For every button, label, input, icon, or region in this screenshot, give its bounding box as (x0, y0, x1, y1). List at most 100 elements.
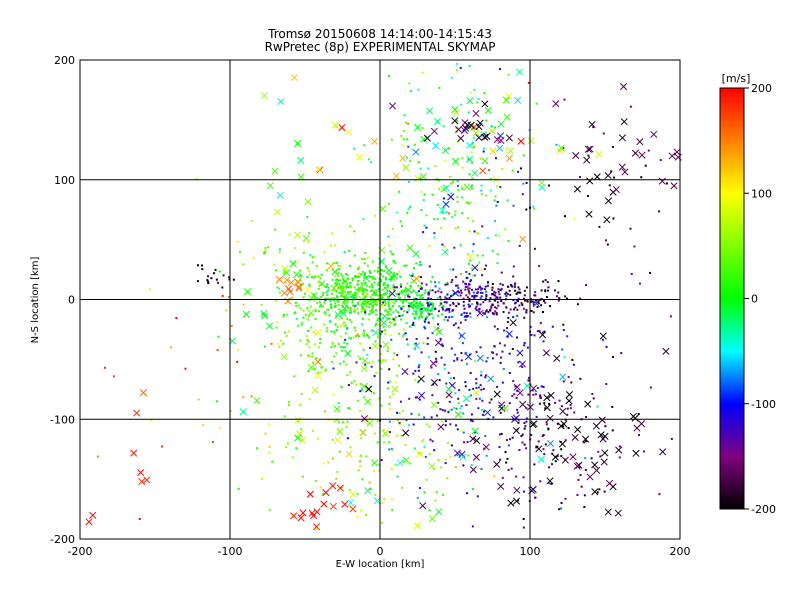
data-point (368, 336, 371, 339)
data-point (392, 286, 395, 289)
data-point (579, 297, 582, 300)
data-point (498, 68, 501, 71)
data-point (373, 470, 376, 473)
data-point (148, 288, 151, 291)
data-point (323, 251, 326, 254)
data-point-cross (347, 499, 355, 507)
data-point (379, 273, 382, 276)
data-point-cross (308, 509, 316, 517)
y-tick-label: 100 (54, 174, 75, 187)
data-point (392, 301, 395, 304)
data-point (517, 297, 520, 300)
data-point (579, 377, 582, 380)
data-point (335, 270, 338, 273)
data-point (406, 343, 409, 346)
data-point (356, 334, 359, 337)
data-point (479, 291, 482, 294)
data-point-cross (453, 449, 462, 457)
data-point (576, 303, 579, 306)
data-point (431, 332, 434, 335)
data-point (448, 310, 451, 313)
data-point (325, 290, 328, 293)
data-point (532, 393, 535, 396)
data-point (490, 398, 493, 401)
data-point (341, 293, 344, 296)
data-point (408, 82, 411, 85)
data-point (538, 264, 541, 267)
data-point (282, 342, 285, 345)
data-point (360, 304, 363, 307)
data-point (456, 284, 459, 287)
data-point (366, 354, 369, 357)
data-point (345, 425, 348, 428)
data-point-cross (451, 117, 459, 125)
data-point (392, 284, 395, 287)
data-point (344, 297, 347, 300)
data-point-cross (512, 497, 521, 505)
data-point (361, 293, 364, 296)
data-point (476, 495, 479, 498)
data-point-cross (406, 244, 414, 252)
data-point (356, 307, 359, 310)
data-point (343, 308, 346, 311)
data-point (394, 381, 397, 384)
data-point (345, 328, 348, 331)
data-point (261, 477, 264, 480)
data-point-cross (462, 395, 470, 403)
data-point (469, 371, 472, 374)
data-point (499, 289, 502, 292)
data-point (324, 369, 327, 372)
data-point (294, 301, 297, 304)
data-point-cross (475, 123, 483, 131)
data-point (468, 173, 471, 176)
data-point (353, 147, 356, 150)
data-point (393, 324, 396, 327)
data-point (642, 450, 645, 453)
data-point-cross (442, 184, 450, 192)
data-point (565, 297, 568, 300)
data-point-cross (339, 309, 347, 317)
data-point-cross (513, 486, 521, 494)
data-point (525, 208, 528, 211)
data-point-cross (244, 288, 252, 296)
data-point (455, 69, 458, 72)
data-point-cross (513, 383, 521, 391)
data-point (425, 283, 428, 286)
data-point (368, 313, 371, 316)
data-point (499, 433, 502, 436)
data-point (415, 313, 418, 316)
data-point (640, 176, 643, 179)
data-point (236, 240, 239, 243)
data-point (544, 407, 547, 410)
data-point (312, 361, 315, 364)
data-point (343, 341, 346, 344)
data-point (418, 294, 421, 297)
data-point-cross (412, 250, 420, 258)
data-point-cross (516, 349, 524, 357)
data-point (335, 314, 338, 317)
data-point (456, 358, 459, 361)
data-point-cross (565, 397, 573, 405)
data-point (400, 314, 403, 317)
data-point (462, 280, 465, 283)
data-point-cross (473, 437, 481, 445)
data-point (307, 355, 310, 358)
data-point (364, 281, 367, 284)
data-point (395, 300, 398, 303)
data-point (410, 291, 413, 294)
data-point (384, 332, 387, 335)
data-point (530, 333, 533, 336)
data-point (388, 402, 391, 405)
data-point (442, 493, 445, 496)
data-point (460, 429, 463, 432)
data-point (467, 454, 470, 457)
data-point (440, 302, 443, 305)
data-point (457, 140, 460, 143)
data-point (425, 214, 428, 217)
data-point (386, 289, 389, 292)
data-point (361, 478, 364, 481)
data-point (466, 362, 469, 365)
data-point (398, 297, 401, 300)
data-point (429, 289, 432, 292)
